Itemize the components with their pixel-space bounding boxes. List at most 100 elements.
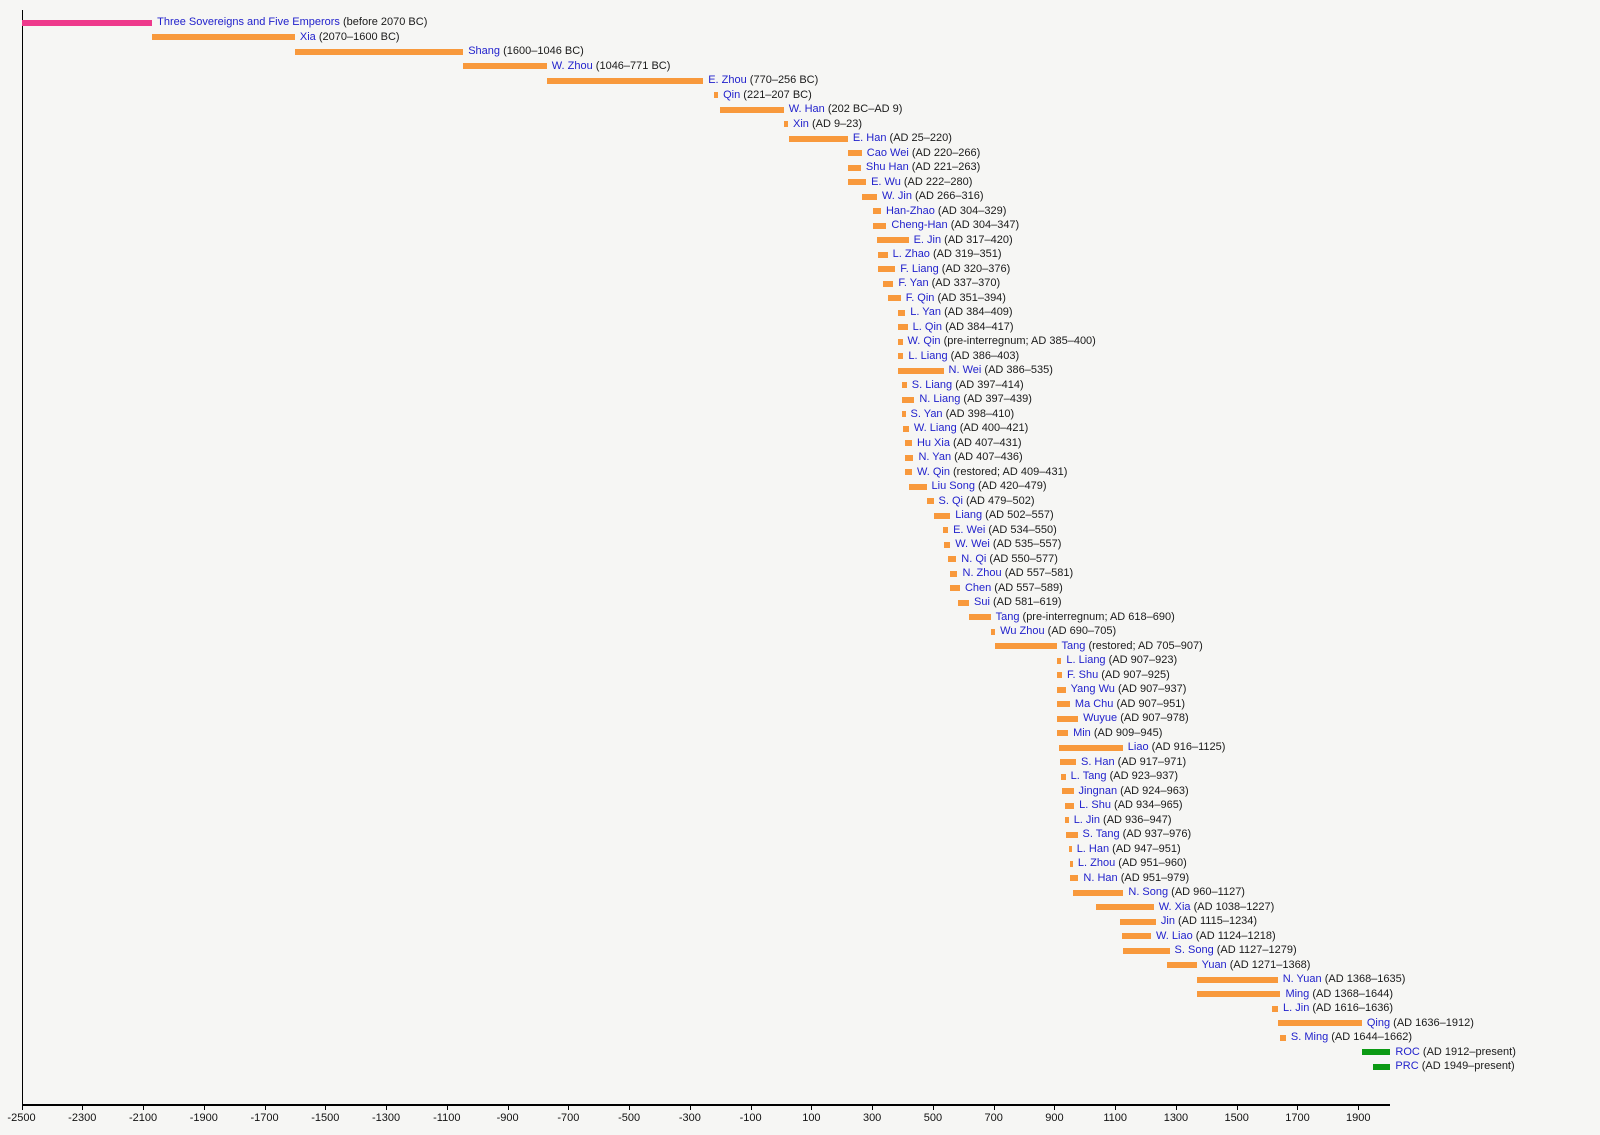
dynasty-dates: (1046–771 BC) [592, 59, 671, 72]
dynasty-label: L. Zhou (AD 951–960) [1078, 857, 1187, 870]
dynasty-name: E. Wu [871, 175, 901, 188]
timeline-bar [950, 585, 960, 591]
dynasty-name: Sui [974, 596, 990, 608]
dynasty-label: S. Ming (AD 1644–1662) [1291, 1031, 1412, 1044]
dynasty-dates: (AD 407–436) [951, 451, 1023, 463]
dynasty-dates: (AD 917–971) [1114, 755, 1187, 768]
timeline-bar [1056, 715, 1079, 722]
dynasty-name: Xia [299, 30, 316, 43]
dynasty-name: N. Han [1083, 871, 1118, 884]
timeline-bar [1057, 730, 1069, 736]
dynasty-name: W. Liang [913, 422, 957, 434]
timeline-bar [878, 266, 896, 272]
timeline-bar [873, 208, 881, 214]
dynasty-label: L. Liang (AD 907–923) [1066, 654, 1177, 667]
dynasty-dates: (AD 9–23) [808, 117, 863, 130]
dynasty-dates: (AD 909–945) [1090, 726, 1163, 739]
timeline-bar [848, 164, 861, 171]
timeline-bar [1059, 744, 1123, 751]
dynasty-dates: (AD 220–266) [908, 146, 981, 159]
timeline-bar [861, 193, 877, 200]
dynasty-dates: (AD 934–965) [1110, 799, 1183, 811]
dynasty-dates: (AD 951–960) [1115, 857, 1187, 869]
dynasty-dates: (AD 907–937) [1114, 683, 1187, 695]
dynasty-name: Liao [1127, 741, 1149, 753]
dynasty-name: Wu Zhou [1000, 625, 1045, 637]
dynasty-label: L. Tang (AD 923–937) [1071, 770, 1178, 783]
dynasty-label: L. Jin (AD 1616–1636) [1283, 1002, 1393, 1015]
x-axis-tick-label: -1300 [371, 1112, 401, 1124]
dynasty-dates: (770–256 BC) [746, 74, 819, 86]
dynasty-name: PRC [1395, 1060, 1419, 1072]
dynasty-name: Qing [1366, 1016, 1391, 1029]
dynasty-dates: (restored; AD 409–431) [949, 465, 1068, 478]
dynasty-name: W. Wei [955, 538, 990, 550]
timeline-bar [908, 483, 927, 490]
dynasty-dates: (pre-interregnum; AD 618–690) [1019, 610, 1175, 623]
timeline-bar [1278, 1020, 1362, 1026]
dynasty-name: Qin [723, 88, 741, 101]
dynasty-label: W. Liang (AD 400–421) [914, 422, 1028, 435]
timeline-bar [926, 498, 934, 504]
dynasty-name: Three Sovereigns and Five Emperors [157, 16, 340, 28]
dynasty-label: Tang (pre-interregnum; AD 618–690) [996, 611, 1175, 624]
x-axis-tick [21, 1104, 23, 1110]
dynasty-name: L. Jin [1073, 813, 1100, 826]
timeline-bar [719, 106, 784, 113]
timeline-bar [901, 382, 907, 388]
dynasty-name: Yuan [1201, 958, 1227, 971]
dynasty-label: Hu Xia (AD 407–431) [917, 437, 1022, 450]
dynasty-label: N. Song (AD 960–1127) [1128, 886, 1245, 899]
x-axis-tick-label: -1900 [189, 1112, 218, 1124]
dynasty-name: Liu Song [931, 480, 975, 492]
x-axis-tick-label: -300 [678, 1112, 701, 1124]
dynasty-dates: (AD 1127–1279) [1213, 944, 1297, 956]
timeline-bar [713, 92, 719, 98]
dynasty-dates: (AD 222–280) [900, 175, 973, 188]
dynasty-label: E. Jin (AD 317–420) [914, 234, 1013, 247]
dynasty-dates: (AD 951–979) [1117, 871, 1190, 884]
x-axis-tick-label: 1900 [1345, 1112, 1371, 1124]
dynasty-label: W. Qin (pre-interregnum; AD 385–400) [908, 335, 1096, 348]
dynasty-name: W. Jin [882, 190, 912, 202]
dynasty-name: ROC [1395, 1045, 1420, 1058]
dynasty-label: E. Wei (AD 534–550) [953, 524, 1057, 537]
dynasty-label: S. Song (AD 1127–1279) [1175, 944, 1297, 957]
dynasty-dates: (AD 266–316) [911, 190, 984, 202]
timeline-bar [883, 280, 894, 287]
dynasty-dates: (AD 1644–1662) [1328, 1031, 1412, 1043]
x-axis-tick [568, 1104, 570, 1110]
dynasty-label: F. Qin (AD 351–394) [906, 292, 1006, 305]
dynasty-name: Yang Wu [1070, 683, 1115, 695]
dynasty-dates: (AD 398–410) [942, 407, 1015, 420]
timeline-bar [904, 454, 914, 461]
dynasty-dates: (AD 320–376) [938, 262, 1011, 275]
dynasty-dates: (AD 384–417) [942, 320, 1014, 333]
dynasty-label: N. Zhou (AD 557–581) [963, 567, 1074, 580]
timeline-bar [294, 48, 464, 55]
dynasty-label: Shang (1600–1046 BC) [468, 45, 584, 58]
dynasty-dates: (AD 1038–1227) [1190, 900, 1275, 913]
dynasty-name: F. Shu [1067, 668, 1099, 681]
timeline-bar [1072, 889, 1124, 896]
dynasty-name: Shang [468, 45, 501, 57]
timeline-bar [21, 19, 153, 26]
dynasty-dates: (AD 420–479) [974, 480, 1047, 492]
dynasty-dates: (AD 1368–1635) [1321, 973, 1406, 985]
dynasty-dates: (AD 386–535) [981, 364, 1053, 376]
dynasty-name: Cao Wei [866, 146, 909, 159]
timeline-bar [152, 34, 295, 40]
timeline-bar [1068, 846, 1072, 852]
dynasty-dates: (pre-interregnum; AD 385–400) [940, 335, 1096, 347]
dynasty-name: W. Qin [907, 335, 941, 347]
x-axis-tick-label: -2100 [128, 1112, 158, 1124]
dynasty-label: F. Liang (AD 320–376) [900, 263, 1010, 276]
dynasty-dates: (AD 25–220) [886, 132, 952, 144]
x-axis-tick-label: -100 [739, 1112, 762, 1124]
timeline-bar [902, 425, 909, 432]
x-axis-tick [689, 1104, 691, 1110]
dynasty-name: F. Qin [905, 291, 935, 304]
dynasty-label: N. Han (AD 951–979) [1083, 872, 1189, 885]
dynasty-name: N. Liang [919, 393, 961, 405]
